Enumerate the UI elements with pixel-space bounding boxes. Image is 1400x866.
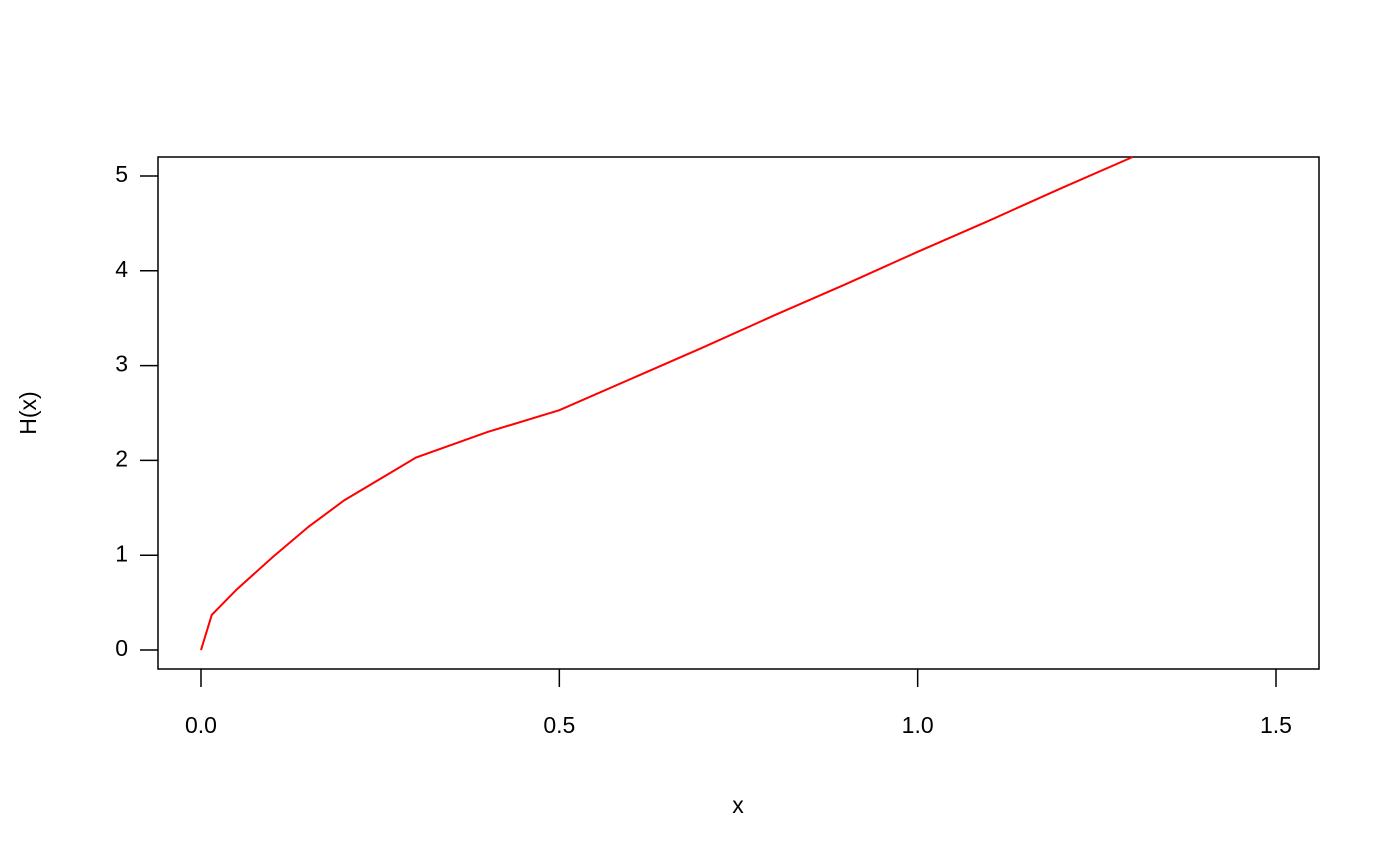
y-tick-label: 2: [115, 445, 128, 471]
x-axis-label: x: [732, 792, 744, 818]
y-tick-label: 3: [115, 351, 128, 377]
y-tick-label: 1: [115, 540, 128, 566]
y-tick-label: 0: [115, 635, 128, 661]
plot-frame: [157, 156, 1320, 670]
y-tick-label: 4: [115, 256, 128, 282]
x-tick-label: 1.5: [1260, 712, 1292, 738]
x-tick-label: 1.0: [902, 712, 934, 738]
x-tick-label: 0.5: [543, 712, 575, 738]
x-tick-label: 0.0: [185, 712, 217, 738]
y-tick-label: 5: [115, 161, 128, 187]
data-line: [200, 156, 1134, 651]
y-axis-label: H(x): [15, 391, 41, 434]
